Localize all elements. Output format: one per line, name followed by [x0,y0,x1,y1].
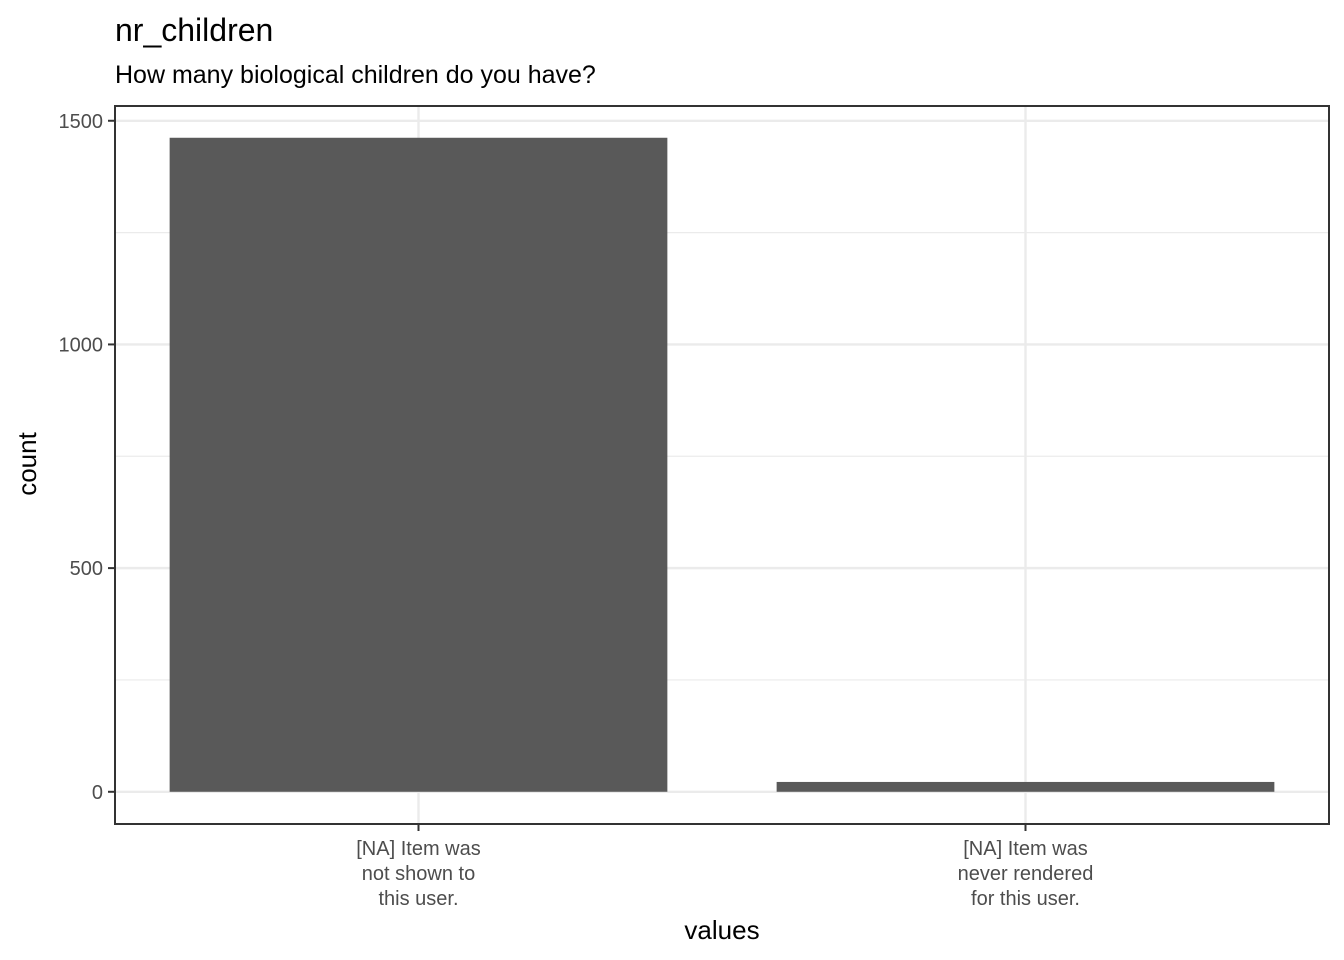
y-tick-label: 500 [70,558,103,580]
y-tick-label: 1000 [59,334,104,356]
chart-subtitle: How many biological children do you have… [115,61,596,89]
x-axis-title: values [684,915,759,945]
bar [169,137,668,792]
x-tick-label: this user. [378,888,458,910]
y-tick-label: 1500 [59,111,104,133]
x-tick-label: [NA] Item was [356,838,480,860]
y-axis-title: count [12,431,42,495]
plot-panel: 0 500 1000 1500 [NA] Item was not shown to thi… [59,105,1330,910]
chart-title: nr_children [115,12,273,48]
y-tick-label: 0 [92,782,103,804]
x-tick-label: [NA] Item was [963,838,1087,860]
panel-border [114,105,1330,825]
x-tick-label: not shown to [362,863,475,885]
x-tick-label: for this user. [971,888,1080,910]
bar [776,781,1275,792]
x-tick-label: never rendered [958,863,1094,885]
